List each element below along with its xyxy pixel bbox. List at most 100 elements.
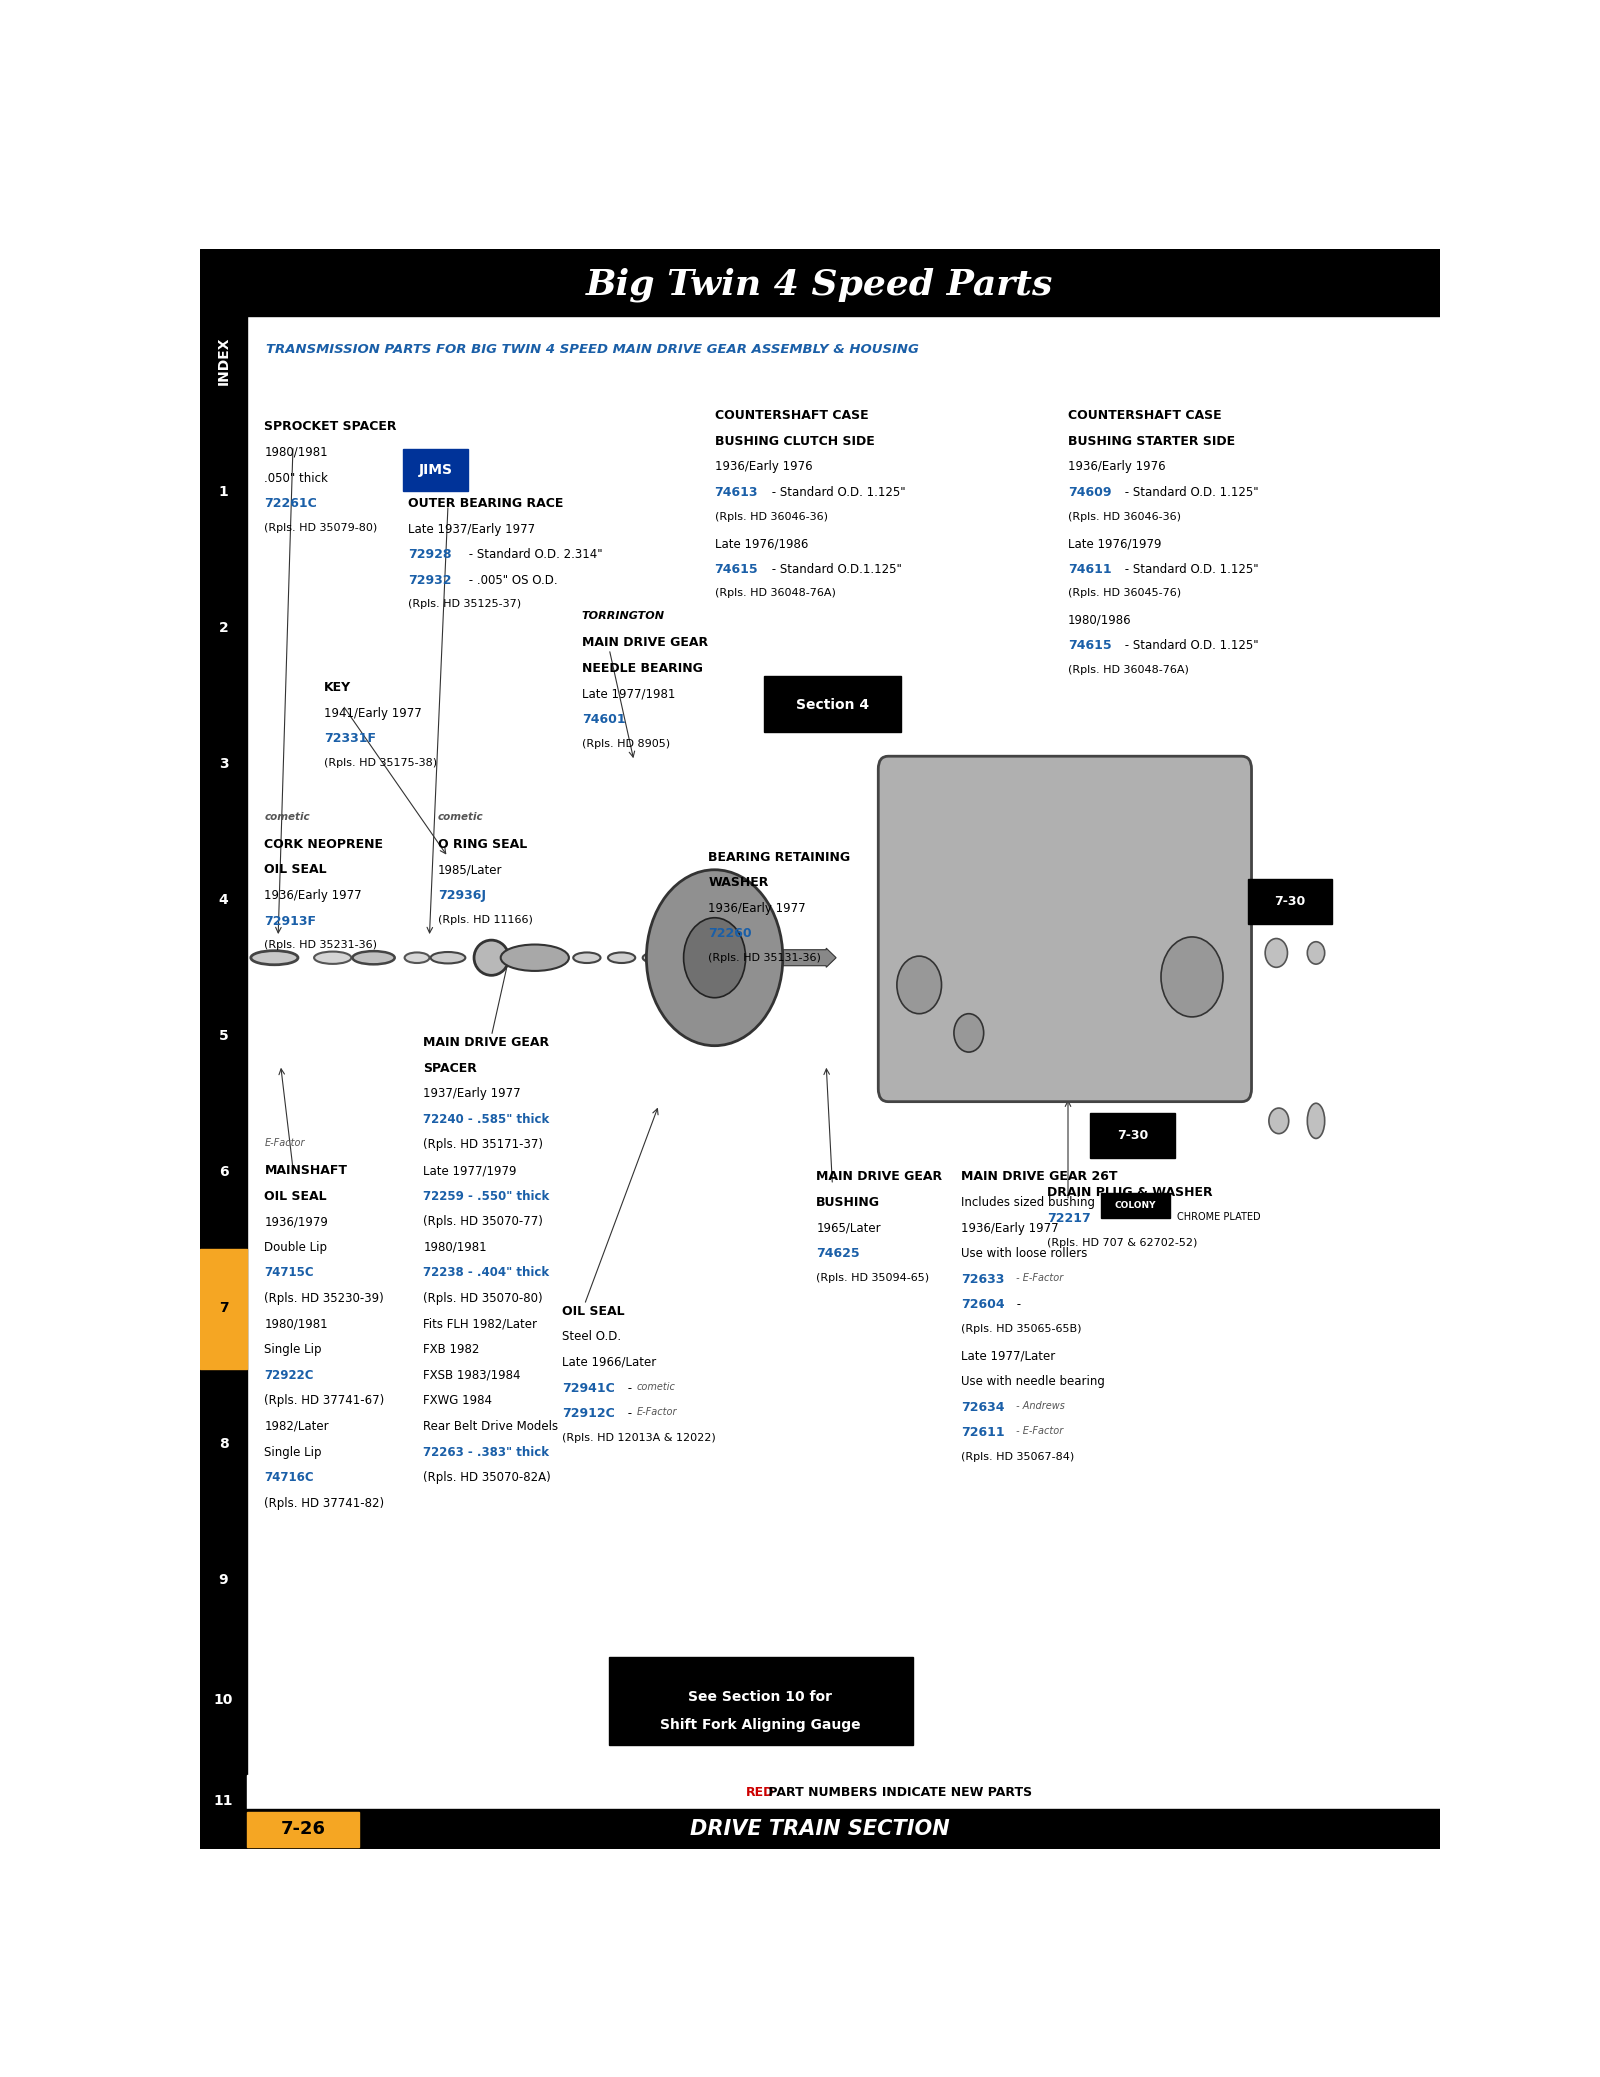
Text: (Rpls. HD 35094-65): (Rpls. HD 35094-65) [816, 1273, 930, 1284]
Text: (Rpls. HD 37741-82): (Rpls. HD 37741-82) [264, 1498, 384, 1510]
Text: 1936/1979: 1936/1979 [264, 1215, 328, 1228]
Text: 1: 1 [219, 486, 229, 498]
Text: 1936/Early 1976: 1936/Early 1976 [1069, 461, 1166, 474]
Text: 1980/1981: 1980/1981 [422, 1240, 486, 1255]
Text: (Rpls. HD 35230-39): (Rpls. HD 35230-39) [264, 1292, 384, 1304]
Text: (Rpls. HD 11166): (Rpls. HD 11166) [438, 914, 533, 924]
Text: MAIN DRIVE GEAR: MAIN DRIVE GEAR [582, 636, 709, 650]
Bar [200, 316, 246, 1849]
Text: 72263 - .383" thick: 72263 - .383" thick [422, 1446, 549, 1458]
Text: 74609: 74609 [1069, 486, 1112, 498]
Text: (Rpls. HD 36045-76): (Rpls. HD 36045-76) [1069, 588, 1181, 598]
Text: 1980/1981: 1980/1981 [264, 1317, 328, 1331]
Ellipse shape [1307, 1103, 1325, 1138]
Text: 1936/Early 1977: 1936/Early 1977 [962, 1221, 1059, 1234]
Text: 1936/Early 1977: 1936/Early 1977 [709, 901, 806, 914]
Text: Late 1977/1981: Late 1977/1981 [582, 687, 675, 700]
Text: - Andrews: - Andrews [1013, 1400, 1066, 1410]
Bar [246, 316, 1440, 384]
Text: (Rpls. HD 36048-76A): (Rpls. HD 36048-76A) [715, 588, 835, 598]
Text: See Section 10 for: See Section 10 for [688, 1689, 832, 1703]
Text: MAINSHAFT: MAINSHAFT [264, 1163, 347, 1178]
Bar [1090, 1113, 1174, 1157]
Text: (Rpls. HD 35070-80): (Rpls. HD 35070-80) [422, 1292, 542, 1304]
Text: 7-26: 7-26 [280, 1819, 325, 1838]
Text: JIMS: JIMS [419, 463, 453, 478]
Ellipse shape [430, 951, 466, 964]
Text: (Rpls. HD 8905): (Rpls. HD 8905) [582, 739, 670, 748]
Text: cometic: cometic [438, 812, 483, 822]
Bar [200, 1809, 1440, 1849]
Text: COLONY: COLONY [1114, 1201, 1155, 1211]
Text: 74601: 74601 [582, 712, 626, 727]
Text: KEY: KEY [323, 681, 350, 694]
Text: DRIVE TRAIN SECTION: DRIVE TRAIN SECTION [690, 1819, 950, 1840]
Text: TRANSMISSION PARTS FOR BIG TWIN 4 SPEED MAIN DRIVE GEAR ASSEMBLY & HOUSING: TRANSMISSION PARTS FOR BIG TWIN 4 SPEED … [266, 343, 918, 357]
Text: BEARING RETAINING: BEARING RETAINING [709, 852, 851, 864]
Text: E-Factor: E-Factor [637, 1406, 677, 1417]
Circle shape [646, 870, 782, 1045]
Text: CHROME PLATED: CHROME PLATED [1178, 1213, 1261, 1221]
Text: 72217: 72217 [1046, 1213, 1091, 1225]
Text: - Standard O.D. 1.125": - Standard O.D. 1.125" [1122, 486, 1259, 498]
Text: (Rpls. HD 36046-36): (Rpls. HD 36046-36) [1069, 511, 1181, 521]
Text: (Rpls. HD 36048-76A): (Rpls. HD 36048-76A) [1069, 665, 1189, 675]
Text: Late 1976/1979: Late 1976/1979 [1069, 538, 1162, 550]
Text: Use with needle bearing: Use with needle bearing [962, 1375, 1106, 1387]
Text: OIL SEAL: OIL SEAL [264, 864, 326, 876]
Text: - .005" OS O.D.: - .005" OS O.D. [466, 573, 558, 588]
Text: 74615: 74615 [715, 563, 758, 575]
Text: 72240 - .585" thick: 72240 - .585" thick [422, 1113, 549, 1126]
Text: 72928: 72928 [408, 548, 451, 561]
Text: 72913F: 72913F [264, 914, 317, 928]
Text: 10: 10 [214, 1693, 234, 1707]
Text: FXWG 1984: FXWG 1984 [422, 1394, 493, 1408]
Text: 72941C: 72941C [562, 1381, 614, 1394]
Text: Late 1977/1979: Late 1977/1979 [422, 1163, 517, 1178]
Text: Single Lip: Single Lip [264, 1446, 322, 1458]
Text: Late 1966/Later: Late 1966/Later [562, 1356, 656, 1369]
Bar [403, 449, 467, 490]
Text: SPACER: SPACER [422, 1061, 477, 1074]
Text: - Standard O.D. 2.314": - Standard O.D. 2.314" [466, 548, 603, 561]
Bar [765, 677, 901, 733]
Text: DRAIN PLUG & WASHER: DRAIN PLUG & WASHER [1046, 1186, 1213, 1198]
Text: 1941/Early 1977: 1941/Early 1977 [323, 706, 422, 719]
Text: OUTER BEARING RACE: OUTER BEARING RACE [408, 496, 563, 511]
Text: (Rpls. HD 35070-77): (Rpls. HD 35070-77) [422, 1215, 542, 1228]
Text: MAIN DRIVE GEAR: MAIN DRIVE GEAR [422, 1036, 549, 1049]
Text: Shift Fork Aligning Gauge: Shift Fork Aligning Gauge [661, 1718, 861, 1732]
Text: (Rpls. HD 35175-38): (Rpls. HD 35175-38) [323, 758, 437, 768]
Text: Steel O.D.: Steel O.D. [562, 1331, 621, 1344]
Text: 1985/Later: 1985/Later [438, 864, 502, 876]
Text: 74625: 74625 [816, 1246, 859, 1261]
Text: 5: 5 [219, 1028, 229, 1043]
Text: FXSB 1983/1984: FXSB 1983/1984 [422, 1369, 520, 1381]
Text: - E-Factor: - E-Factor [1013, 1427, 1064, 1437]
Text: BUSHING CLUTCH SIDE: BUSHING CLUTCH SIDE [715, 434, 874, 449]
Text: 72922C: 72922C [264, 1369, 314, 1381]
Text: cometic: cometic [637, 1381, 675, 1392]
Ellipse shape [643, 953, 670, 964]
Text: Section 4: Section 4 [795, 698, 869, 712]
Text: SPROCKET SPACER: SPROCKET SPACER [264, 420, 397, 434]
Bar [246, 1811, 358, 1846]
Text: - E-Factor: - E-Factor [1013, 1273, 1064, 1284]
Bar [246, 1776, 1440, 1811]
Text: 9: 9 [219, 1572, 229, 1587]
Text: (Rpls. HD 35125-37): (Rpls. HD 35125-37) [408, 600, 522, 609]
Text: 72260: 72260 [709, 926, 752, 941]
Text: 72604: 72604 [962, 1298, 1005, 1311]
Text: Fits FLH 1982/Later: Fits FLH 1982/Later [422, 1317, 538, 1331]
Text: Use with loose rollers: Use with loose rollers [962, 1246, 1088, 1261]
Text: - Standard O.D. 1.125": - Standard O.D. 1.125" [1122, 563, 1259, 575]
Text: 72912C: 72912C [562, 1406, 614, 1421]
Text: 72634: 72634 [962, 1400, 1005, 1414]
Ellipse shape [608, 953, 635, 964]
Text: PART NUMBERS INDICATE NEW PARTS: PART NUMBERS INDICATE NEW PARTS [765, 1786, 1032, 1799]
Text: 72238 - .404" thick: 72238 - .404" thick [422, 1267, 549, 1279]
Text: (Rpls. HD 35171-37): (Rpls. HD 35171-37) [422, 1138, 544, 1151]
Text: 7-30: 7-30 [1274, 895, 1306, 908]
Text: 2: 2 [219, 621, 229, 636]
Text: (Rpls. HD 37741-67): (Rpls. HD 37741-67) [264, 1394, 384, 1408]
